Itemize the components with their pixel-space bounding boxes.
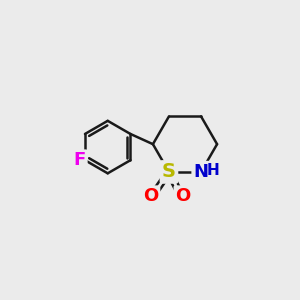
Text: N: N [194, 163, 208, 181]
Text: O: O [143, 187, 158, 205]
Text: F: F [74, 151, 86, 169]
Text: S: S [162, 163, 176, 182]
Text: H: H [207, 163, 220, 178]
Text: O: O [175, 187, 190, 205]
